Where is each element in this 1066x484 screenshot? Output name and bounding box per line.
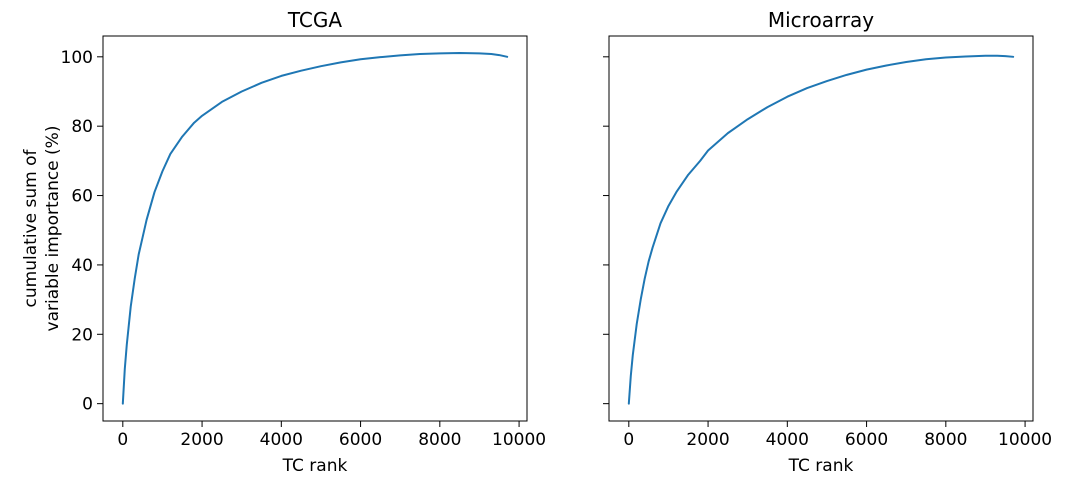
y-tick-label: 100 [61, 48, 93, 68]
axes-frame [608, 35, 1034, 422]
y-tick-label: 40 [71, 256, 93, 276]
x-tick-label: 8000 [924, 430, 967, 450]
y-tick-label: 20 [71, 325, 93, 345]
y-tick-label: 80 [71, 117, 93, 137]
panel-tcga: 0 2000 4000 6000 8000 10000 0 20 40 60 80 100 TCGA TC… [21, 8, 546, 476]
x-axis-label: TC rank [788, 456, 854, 476]
axes-frame [102, 35, 528, 422]
series-line [121, 52, 509, 405]
y-tick-label: 60 [71, 187, 93, 207]
x-tick-label: 0 [623, 430, 634, 450]
y-tick-label: 0 [82, 395, 93, 415]
panel-microarray: 0 2000 4000 6000 8000 10000 Microarray TC rank [603, 8, 1052, 476]
x-tick-label: 8000 [418, 430, 461, 450]
x-tick-label: 2000 [180, 430, 223, 450]
chart-title: Microarray [768, 8, 874, 32]
y-axis-label-line: variable importance (%) [43, 126, 63, 332]
x-tick-label: 0 [117, 430, 128, 450]
x-tick-label: 6000 [845, 430, 888, 450]
x-tick-label: 10000 [492, 430, 546, 450]
series-line [627, 54, 1015, 405]
chart-title: TCGA [287, 8, 343, 32]
y-axis-label: cumulative sum of variable importance (%) [21, 126, 63, 332]
x-tick-label: 2000 [686, 430, 729, 450]
x-axis-label: TC rank [282, 456, 348, 476]
x-tick-label: 10000 [998, 430, 1052, 450]
x-tick-label: 4000 [766, 430, 809, 450]
x-tick-label: 6000 [339, 430, 382, 450]
y-axis-label-line: cumulative sum of [21, 149, 41, 308]
x-tick-label: 4000 [260, 430, 303, 450]
